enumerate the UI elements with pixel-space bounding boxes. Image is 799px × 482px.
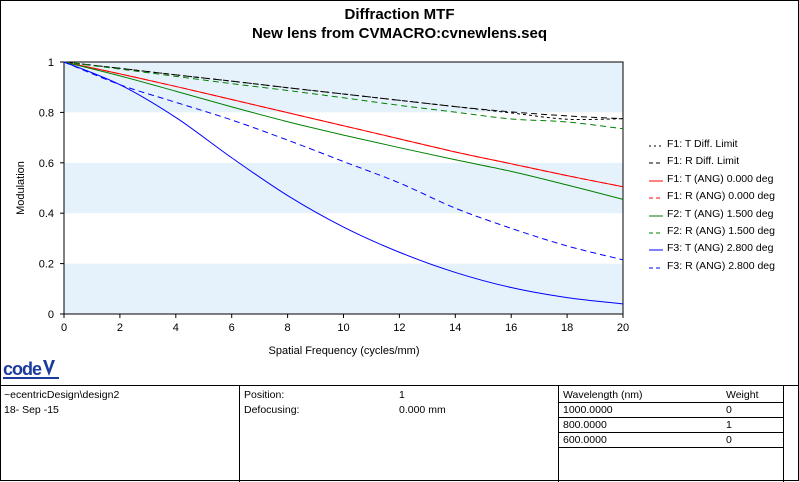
legend-label: F1: T Diff. Limit [667,138,738,150]
mtf-chart: 0 2 4 6 8 10 12 14 16 18 20 0 0.2 0.4 0.6 0.8 1 Spatial… [15,57,629,357]
weight-header: Weight [726,389,759,401]
info-divider [558,386,559,482]
legend-label: F1: T (ANG) 0.000 deg [667,172,774,185]
x-tick-label: 8 [285,322,291,334]
table-rule [558,432,783,433]
y-tick-label: 0 [48,309,54,321]
series-line [63,61,624,188]
grid-band [64,62,623,113]
grid-band [64,112,623,163]
grid-band [64,213,623,264]
x-tick-label: 12 [393,322,405,334]
weight-value: 0 [726,434,732,446]
series-line [63,61,624,130]
series-line [63,61,624,305]
y-tick-label: 0.4 [39,208,54,220]
legend-swatch [649,215,663,217]
table-rule [558,447,783,448]
legend-swatch [649,232,663,234]
x-axis-label: Spatial Frequency (cycles/mm) [269,345,420,357]
grid-band [64,162,623,214]
wavelength-value: 1000.0000 [563,404,613,416]
series-line [63,61,624,200]
defocusing-value: 0.000 mm [399,404,446,416]
legend-label: F2: T (ANG) 1.500 deg [667,207,774,220]
legend-swatch [649,267,663,269]
wavelength-header: Wavelength (nm) [563,389,643,401]
legend-label: F1: R Diff. Limit [667,155,740,168]
legend-swatch [649,145,663,147]
x-tick-label: 10 [337,322,349,334]
legend-label: F1: R (ANG) 0.000 deg [667,190,775,203]
x-axis-ticks: 0 2 4 6 8 10 12 14 16 18 20 [61,314,629,334]
info-divider [239,386,240,482]
legend-label: F2: R (ANG) 1.500 deg [667,224,775,237]
position-value: 1 [399,389,405,401]
defocusing-label: Defocusing: [244,404,300,416]
series-line [63,61,624,121]
x-tick-label: 2 [117,322,123,334]
x-tick-label: 6 [229,322,235,334]
wavelength-value: 800.0000 [563,419,607,431]
x-tick-label: 14 [449,322,461,334]
y-tick-label: 0.8 [39,107,54,119]
chart-title: Diffraction MTF [344,6,455,23]
legend-swatch [649,162,663,164]
series-line [63,61,624,261]
x-tick-label: 4 [173,322,179,334]
legend-label: F3: R (ANG) 2.800 deg [667,259,775,272]
design-date: 18- Sep -15 [4,404,59,416]
y-tick-label: 0.6 [39,158,54,170]
legend-swatch [649,180,663,182]
legend-label: F3: T (ANG) 2.800 deg [667,242,774,255]
weight-value: 1 [726,419,732,431]
series-lines [63,61,624,305]
wavelength-value: 600.0000 [563,434,607,446]
x-tick-label: 0 [61,322,67,334]
legend-swatch [649,197,663,199]
info-panel: ~ecentricDesign\design2 18- Sep -15 Posi… [0,385,799,482]
y-axis-label: Modulation [15,161,27,215]
series-line [63,61,624,120]
chart-subtitle: New lens from CVMACRO:cvnewlens.seq [251,25,548,42]
x-tick-label: 18 [561,322,573,334]
table-rule [558,402,783,403]
code-v-logo: code [3,359,59,379]
y-tick-label: 1 [48,57,54,69]
position-label: Position: [244,389,285,401]
table-rule [558,417,783,418]
weight-value: 0 [726,404,732,416]
svg-text:code: code [3,359,42,379]
grid-band [64,263,623,314]
design-path: ~ecentricDesign\design2 [4,389,120,401]
info-divider [783,386,784,482]
x-tick-label: 20 [617,322,629,334]
x-tick-label: 16 [505,322,517,334]
plot-background-bands [64,62,623,314]
legend-swatch [649,249,663,251]
y-tick-label: 0.2 [39,259,54,271]
y-axis-ticks: 0 0.2 0.4 0.6 0.8 1 [39,57,64,321]
